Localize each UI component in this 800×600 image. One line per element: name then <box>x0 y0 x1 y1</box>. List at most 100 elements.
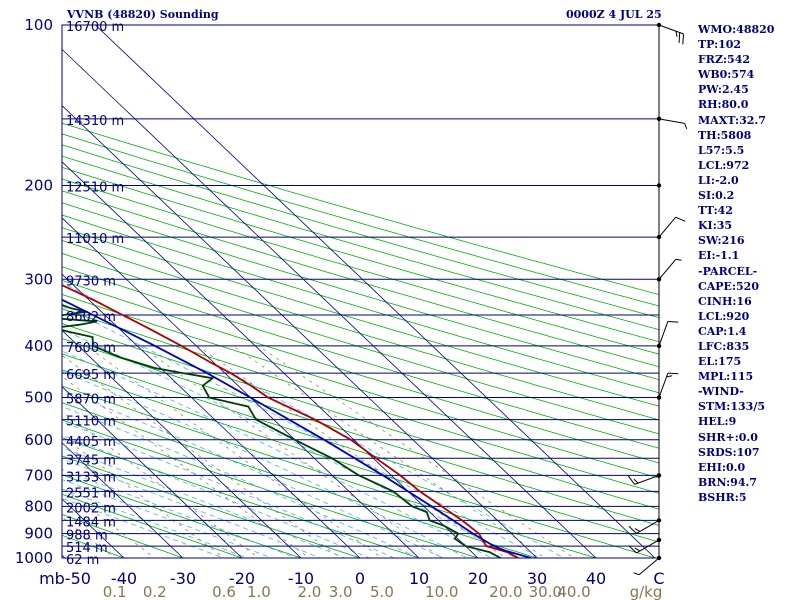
dry-adiabat <box>62 308 659 494</box>
stat-item: EHI:0.0 <box>698 460 746 474</box>
moist-adiabat <box>62 282 565 558</box>
dry-adiabat <box>62 455 362 558</box>
isotherm <box>62 217 420 558</box>
stat-item: -PARCEL- <box>698 264 758 278</box>
dewpoint-trace <box>62 304 503 558</box>
height-label: 514 m <box>66 541 108 556</box>
dry-adiabat <box>62 513 185 558</box>
mixing-ratio-label: 0.6 <box>212 583 236 600</box>
wind-barb-staff <box>658 24 684 35</box>
wind-barb-flag <box>633 478 639 484</box>
stat-item: LFC:835 <box>698 339 750 353</box>
wind-barb <box>633 555 662 576</box>
wind-barb-flag <box>682 33 684 45</box>
mixing-ratio-label: 20.0 <box>489 583 522 600</box>
wind-barb-dot <box>656 183 662 188</box>
pressure-tick-label: 400 <box>24 337 53 355</box>
stat-item: RH:80.0 <box>698 98 749 112</box>
wind-barb <box>628 518 662 534</box>
dry-adiabat <box>62 227 659 407</box>
wind-barb <box>656 258 682 282</box>
stat-item: TP:102 <box>698 38 742 52</box>
wind-barb-staff <box>658 118 685 124</box>
stat-item: CAPE:520 <box>698 279 759 293</box>
temperature-tick-label: 30 <box>527 569 547 588</box>
wind-barb <box>656 372 679 400</box>
wind-barb-flag <box>628 545 637 554</box>
wind-barb-staff <box>634 474 660 485</box>
stat-item: MPL:115 <box>698 370 754 384</box>
stat-item: LI:-2.0 <box>698 173 739 187</box>
height-label: 7600 m <box>66 341 116 356</box>
mixing-ratio-line <box>139 345 443 558</box>
mixing-ratio-line <box>258 345 575 558</box>
mixing-ratio-line <box>62 410 260 558</box>
dry-adiabat <box>62 155 659 331</box>
temperature-tick-label: 40 <box>586 569 606 588</box>
height-label: 1484 m <box>66 515 116 530</box>
mixing-ratio-label: 1.0 <box>247 583 271 600</box>
mixing-ratio-label: 10.0 <box>425 583 458 600</box>
pressure-tick-label: 300 <box>24 270 53 288</box>
moist-adiabat <box>62 447 346 558</box>
mixing-ratio-line <box>62 516 116 558</box>
isotherm <box>62 48 597 558</box>
wind-barb-flag <box>628 525 637 534</box>
isotherm <box>0 25 6 558</box>
mixing-ratio-line <box>62 486 156 558</box>
wind-barb-staff <box>638 557 660 576</box>
moist-adiabat <box>62 479 273 558</box>
wind-barb <box>656 183 662 188</box>
dry-adiabat <box>62 402 539 558</box>
wind-barb-staff <box>658 372 669 398</box>
height-label: 16700 m <box>66 20 124 35</box>
wind-barb-flag <box>678 32 681 43</box>
station-title: VVNB (48820) Sounding <box>67 8 219 21</box>
mixing-ratio-label: 5.0 <box>370 583 394 600</box>
temperature-trace <box>62 284 521 558</box>
mixing-ratio-line <box>86 345 383 558</box>
wind-barb-staff <box>658 259 677 280</box>
dry-adiabat <box>62 323 659 510</box>
isotherm <box>62 105 538 558</box>
height-label: 4405 m <box>66 435 116 450</box>
pressure-tick-label: 500 <box>24 389 53 407</box>
stat-item: SI:0.2 <box>698 189 735 203</box>
wind-barb-staff <box>636 539 660 554</box>
dry-adiabat <box>62 190 659 368</box>
moist-adiabat <box>62 371 469 558</box>
dry-adiabat <box>62 202 659 381</box>
isotherm <box>62 161 479 558</box>
dry-adiabat <box>62 353 659 543</box>
stat-item: STM:133/5 <box>698 400 765 414</box>
dry-adiabat <box>62 385 598 558</box>
height-label: 3745 m <box>66 453 116 468</box>
stat-item: CINH:16 <box>698 294 752 308</box>
pressure-tick-label: 800 <box>24 497 53 515</box>
height-label: 11010 m <box>66 232 124 247</box>
dry-adiabat <box>62 369 657 558</box>
stat-item: TT:42 <box>698 204 733 218</box>
height-label: 6695 m <box>66 368 116 383</box>
sounding-time: 0000Z 4 JUL 25 <box>566 8 662 21</box>
temperature-tick-label: -30 <box>170 569 196 588</box>
dry-adiabat <box>62 166 659 343</box>
mixing-ratio-label: 2.0 <box>297 583 321 600</box>
height-label: 3133 m <box>66 470 116 485</box>
dry-adiabat <box>62 338 659 526</box>
wind-barb-flag <box>675 216 686 222</box>
stat-item: WB0:574 <box>698 68 755 82</box>
height-label: 5870 m <box>66 393 116 408</box>
dry-adiabat <box>62 253 659 435</box>
moist-adiabat <box>62 406 420 558</box>
stat-item: BSHR:5 <box>698 490 747 504</box>
mixing-ratio-label: 3.0 <box>329 583 353 600</box>
height-label: 12510 m <box>66 180 124 195</box>
wind-barb-flag <box>633 572 640 576</box>
isotherm <box>62 273 361 558</box>
wind-barb-flag <box>666 375 673 378</box>
stat-item: BRN:94.7 <box>698 475 757 489</box>
pressure-tick-label: 900 <box>24 525 53 543</box>
